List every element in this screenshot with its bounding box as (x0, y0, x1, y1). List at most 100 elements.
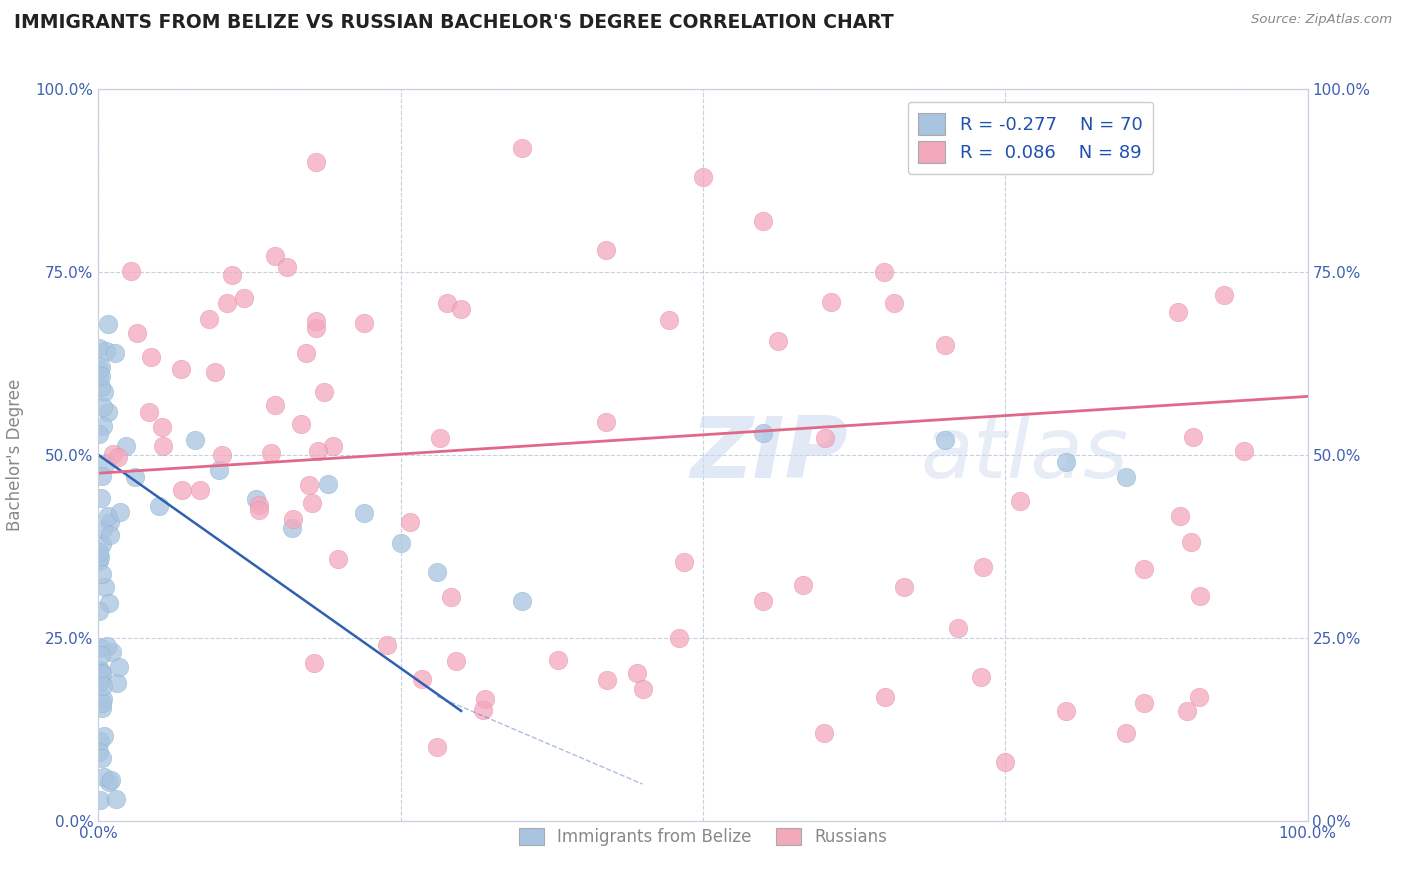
Point (1115, 470, 1137, 484)
Point (120, 264, 142, 278)
Point (89, 793, 111, 807)
Point (281, 512, 304, 526)
Point (247, 503, 270, 517)
Point (94, 457, 117, 471)
Point (595, 415, 617, 429)
Point (474, 692, 496, 706)
Point (440, 590, 463, 604)
Point (471, 703, 494, 717)
Point (184, 434, 207, 448)
Point (295, 345, 318, 359)
Point (429, 431, 451, 445)
Point (875, 690, 897, 704)
Point (290, 417, 312, 432)
Point (260, 446, 283, 460)
Point (547, 653, 569, 667)
Point (91, 419, 114, 434)
Point (172, 483, 194, 497)
Point (305, 321, 328, 335)
Point (994, 755, 1017, 769)
Point (97, 596, 120, 610)
Point (89, 734, 111, 748)
Point (108, 505, 131, 519)
Point (90, 641, 112, 656)
Point (247, 498, 270, 512)
Point (96, 639, 118, 653)
Point (1133, 697, 1156, 711)
Point (90, 368, 112, 383)
Point (752, 425, 775, 440)
Point (353, 507, 375, 521)
Point (1168, 509, 1191, 524)
Point (150, 419, 173, 434)
Point (87, 362, 110, 376)
Point (820, 295, 842, 310)
Point (90, 380, 112, 394)
Point (305, 155, 328, 169)
Point (221, 268, 243, 282)
Point (1132, 562, 1154, 576)
Point (326, 552, 349, 566)
Point (91, 401, 114, 415)
Point (426, 740, 449, 755)
Point (673, 555, 696, 569)
Point (752, 214, 775, 228)
Point (211, 449, 233, 463)
Point (321, 439, 343, 453)
Text: atlas: atlas (921, 413, 1129, 497)
Point (1188, 589, 1211, 603)
Point (1212, 288, 1234, 302)
Text: ZIP: ZIP (690, 413, 848, 497)
Point (87, 545, 110, 559)
Point (399, 516, 422, 530)
Point (813, 726, 835, 740)
Point (204, 365, 226, 379)
Text: Source: ZipAtlas.com: Source: ZipAtlas.com (1251, 13, 1392, 27)
Point (752, 594, 775, 608)
Point (1008, 493, 1031, 508)
Point (510, 141, 533, 155)
Point (93, 385, 115, 400)
Point (124, 470, 146, 484)
Point (389, 535, 412, 549)
Point (101, 447, 124, 461)
Point (91, 468, 114, 483)
Point (139, 350, 162, 364)
Point (934, 434, 956, 448)
Point (596, 673, 619, 687)
Point (198, 312, 221, 326)
Point (375, 639, 398, 653)
Point (436, 296, 458, 310)
Point (264, 249, 287, 263)
Point (873, 265, 896, 279)
Point (90, 491, 112, 505)
Point (90, 648, 112, 662)
Point (1180, 535, 1202, 549)
Point (90, 360, 112, 375)
Point (89, 550, 111, 565)
Point (89, 368, 111, 382)
Point (93, 729, 115, 743)
Point (946, 621, 969, 635)
Point (307, 443, 329, 458)
Point (90, 673, 112, 688)
Point (626, 665, 648, 680)
Y-axis label: Bachelor's Degree: Bachelor's Degree (7, 379, 24, 531)
Point (90, 665, 112, 680)
Point (245, 491, 267, 506)
Point (87, 604, 110, 618)
Point (107, 660, 129, 674)
Point (148, 499, 170, 513)
Point (87, 341, 110, 355)
Point (814, 430, 837, 444)
Point (90, 566, 112, 581)
Point (298, 478, 321, 492)
Point (281, 521, 304, 535)
Point (91, 750, 114, 764)
Point (263, 398, 285, 412)
Point (792, 578, 814, 592)
Point (87, 554, 110, 568)
Point (1054, 455, 1077, 469)
Point (107, 450, 129, 464)
Point (1115, 726, 1137, 740)
